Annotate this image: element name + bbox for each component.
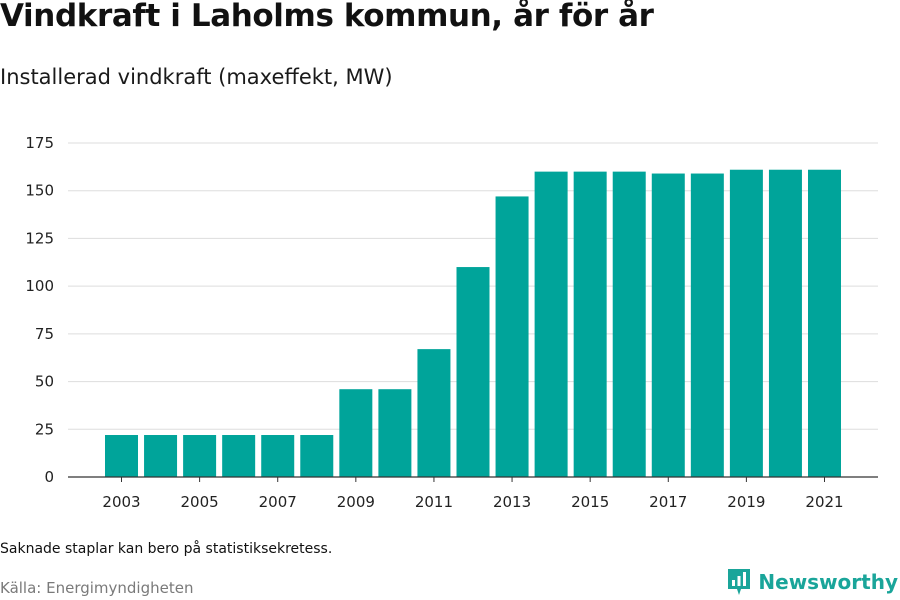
y-tick-label: 100 bbox=[25, 277, 54, 295]
bar-2017 bbox=[651, 173, 685, 477]
bar-2003 bbox=[105, 435, 138, 477]
chart-subtitle: Installerad vindkraft (maxeffekt, MW) bbox=[0, 65, 393, 89]
y-tick-label: 25 bbox=[35, 420, 54, 438]
y-tick-label: 175 bbox=[25, 134, 54, 152]
bar-2007 bbox=[261, 435, 295, 477]
x-tick-label: 2017 bbox=[649, 493, 687, 511]
brand-name: Newsworthy bbox=[758, 570, 898, 594]
bar-2018 bbox=[690, 173, 724, 477]
y-axis-ticks: 0 25 50 75 100 125 150 175 bbox=[25, 134, 54, 486]
y-tick-label: 0 bbox=[44, 468, 54, 486]
bar-2008 bbox=[300, 435, 334, 477]
bar-2011 bbox=[417, 349, 451, 477]
x-tick-label: 2009 bbox=[337, 493, 375, 511]
bar-2015 bbox=[573, 171, 607, 477]
x-tick-label: 2007 bbox=[259, 493, 297, 511]
bar-2016 bbox=[612, 171, 646, 477]
bar-2004 bbox=[144, 435, 178, 477]
x-tick-label: 2011 bbox=[415, 493, 453, 511]
brand-logo: Newsworthy bbox=[726, 567, 898, 597]
bar-2010 bbox=[378, 389, 412, 477]
x-tick-label: 2019 bbox=[727, 493, 765, 511]
bar-2020 bbox=[768, 169, 802, 477]
bar-2013 bbox=[495, 196, 529, 477]
x-tick-label: 2003 bbox=[102, 493, 140, 511]
newsworthy-logo-icon bbox=[728, 569, 751, 595]
x-axis: 2003 2005 2007 2009 2011 2013 2015 2017 2019 2021 bbox=[68, 476, 878, 511]
y-tick-label: 125 bbox=[25, 229, 54, 247]
x-tick-label: 2005 bbox=[181, 493, 219, 511]
bar-2005 bbox=[183, 435, 217, 477]
bar-2012 bbox=[456, 267, 490, 477]
bar-2006 bbox=[222, 435, 256, 477]
bar-2019 bbox=[729, 169, 763, 477]
y-tick-label: 50 bbox=[35, 373, 54, 391]
y-tick-label: 75 bbox=[35, 325, 54, 343]
bars bbox=[105, 169, 841, 477]
x-tick-label: 2013 bbox=[493, 493, 531, 511]
chart-title: Vindkraft i Laholms kommun, år för år bbox=[0, 0, 654, 34]
bar-2009 bbox=[339, 389, 373, 477]
bar-2014 bbox=[534, 171, 568, 477]
source-credit: Källa: Energimyndigheten bbox=[0, 579, 194, 597]
footnote: Saknade staplar kan bero på statistiksek… bbox=[0, 541, 333, 557]
y-tick-label: 150 bbox=[25, 182, 54, 200]
x-tick-label: 2021 bbox=[805, 493, 843, 511]
x-tick-label: 2015 bbox=[571, 493, 609, 511]
bar-2021 bbox=[808, 169, 841, 477]
